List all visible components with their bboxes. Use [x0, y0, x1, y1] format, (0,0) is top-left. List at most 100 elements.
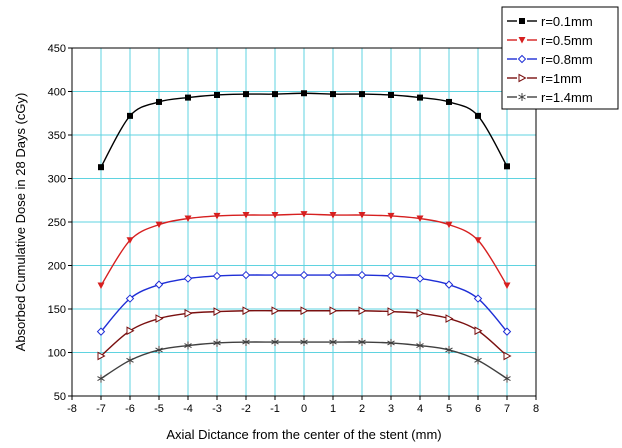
x-tick-label: -6 [125, 403, 135, 415]
data-point [503, 351, 512, 361]
x-tick-label: 0 [301, 403, 307, 415]
series-r=0.8mm [96, 270, 512, 336]
data-point [301, 90, 307, 97]
data-point [503, 374, 511, 383]
asterisk-stroke [503, 376, 511, 382]
asterisk-stroke [213, 340, 221, 346]
data-point [502, 327, 512, 336]
data-point [213, 212, 221, 220]
x-tick-label: -1 [270, 403, 280, 415]
data-point [97, 374, 105, 383]
data-point [184, 215, 192, 223]
data-point [242, 338, 250, 347]
series-r=1mm [97, 306, 512, 361]
series-r=1.4mm [97, 338, 511, 383]
asterisk-stroke [300, 339, 308, 345]
asterisk-stroke [184, 343, 192, 348]
asterisk-stroke [329, 339, 337, 345]
data-point [474, 326, 483, 336]
x-tick-label: -2 [241, 403, 251, 415]
data-point [415, 274, 425, 283]
data-point [271, 212, 279, 219]
y-tick-label: 50 [54, 391, 66, 403]
data-point [271, 306, 280, 316]
data-point [518, 73, 527, 83]
data-point [474, 356, 482, 365]
x-tick-label: 6 [475, 403, 481, 415]
legend: r=0.1mm r=0.5mm r=0.8mm r=1mm r=1.4mm [501, 6, 619, 110]
data-point [156, 98, 162, 105]
data-point [473, 294, 483, 303]
legend-label: r=0.8mm [541, 52, 593, 67]
data-point [518, 93, 526, 101]
data-point [184, 309, 193, 318]
data-point [97, 351, 106, 361]
data-point [475, 112, 481, 119]
data-point [328, 270, 338, 280]
data-point [97, 282, 105, 290]
x-tick-label: 7 [504, 403, 510, 415]
data-point [445, 221, 453, 229]
data-point [387, 338, 395, 347]
data-point [126, 326, 135, 336]
data-point [386, 271, 396, 281]
x-tick-label: 8 [533, 403, 539, 415]
legend-label: r=0.5mm [541, 33, 593, 48]
data-point [329, 212, 337, 219]
data-point [272, 91, 278, 98]
data-point [517, 54, 527, 64]
data-point [357, 270, 367, 280]
data-point [126, 356, 134, 365]
data-point [387, 212, 395, 220]
asterisk-stroke [155, 347, 163, 353]
asterisk-stroke [358, 339, 366, 345]
data-point [184, 341, 192, 350]
data-point [213, 307, 222, 316]
asterisk-stroke [242, 339, 250, 345]
asterisk-stroke [518, 94, 526, 100]
asterisk-stroke [445, 347, 453, 353]
data-point [445, 345, 453, 354]
data-point [444, 280, 454, 289]
data-point [126, 237, 134, 244]
data-point [213, 338, 221, 347]
data-point [387, 307, 396, 316]
series-r=0.1mm [98, 90, 510, 171]
data-point [299, 270, 309, 280]
data-point [270, 270, 280, 280]
y-tick-label: 350 [48, 130, 66, 142]
data-point [416, 341, 424, 350]
y-tick-label: 200 [48, 261, 66, 273]
asterisk-stroke [126, 357, 134, 363]
y-tick-label: 250 [48, 217, 66, 229]
series-layer [96, 90, 512, 383]
asterisk-stroke [97, 376, 105, 382]
data-point [212, 271, 222, 281]
x-tick-label: -3 [212, 403, 222, 415]
data-point [300, 211, 308, 218]
data-point [271, 338, 279, 347]
data-point [183, 274, 193, 283]
legend-label: r=0.1mm [541, 14, 593, 29]
data-point [416, 215, 424, 223]
data-point [98, 164, 104, 171]
data-point [242, 212, 250, 219]
y-axis-title: Absorbed Cumulative Dose in 28 Days (cGy… [13, 93, 28, 352]
data-point [155, 221, 163, 229]
x-tick-label: 4 [417, 403, 423, 415]
data-point [518, 37, 526, 44]
data-point [329, 338, 337, 347]
data-point [503, 282, 511, 290]
x-tick-label: 5 [446, 403, 452, 415]
data-point [96, 327, 106, 336]
data-point [243, 91, 249, 98]
data-point [388, 91, 394, 98]
data-point [155, 345, 163, 354]
data-point [474, 237, 482, 244]
data-point [155, 314, 164, 323]
data-point [519, 18, 525, 24]
data-point [446, 98, 452, 105]
data-point [300, 338, 308, 347]
x-axis-title: Axial Dictance from the center of the st… [166, 427, 441, 442]
